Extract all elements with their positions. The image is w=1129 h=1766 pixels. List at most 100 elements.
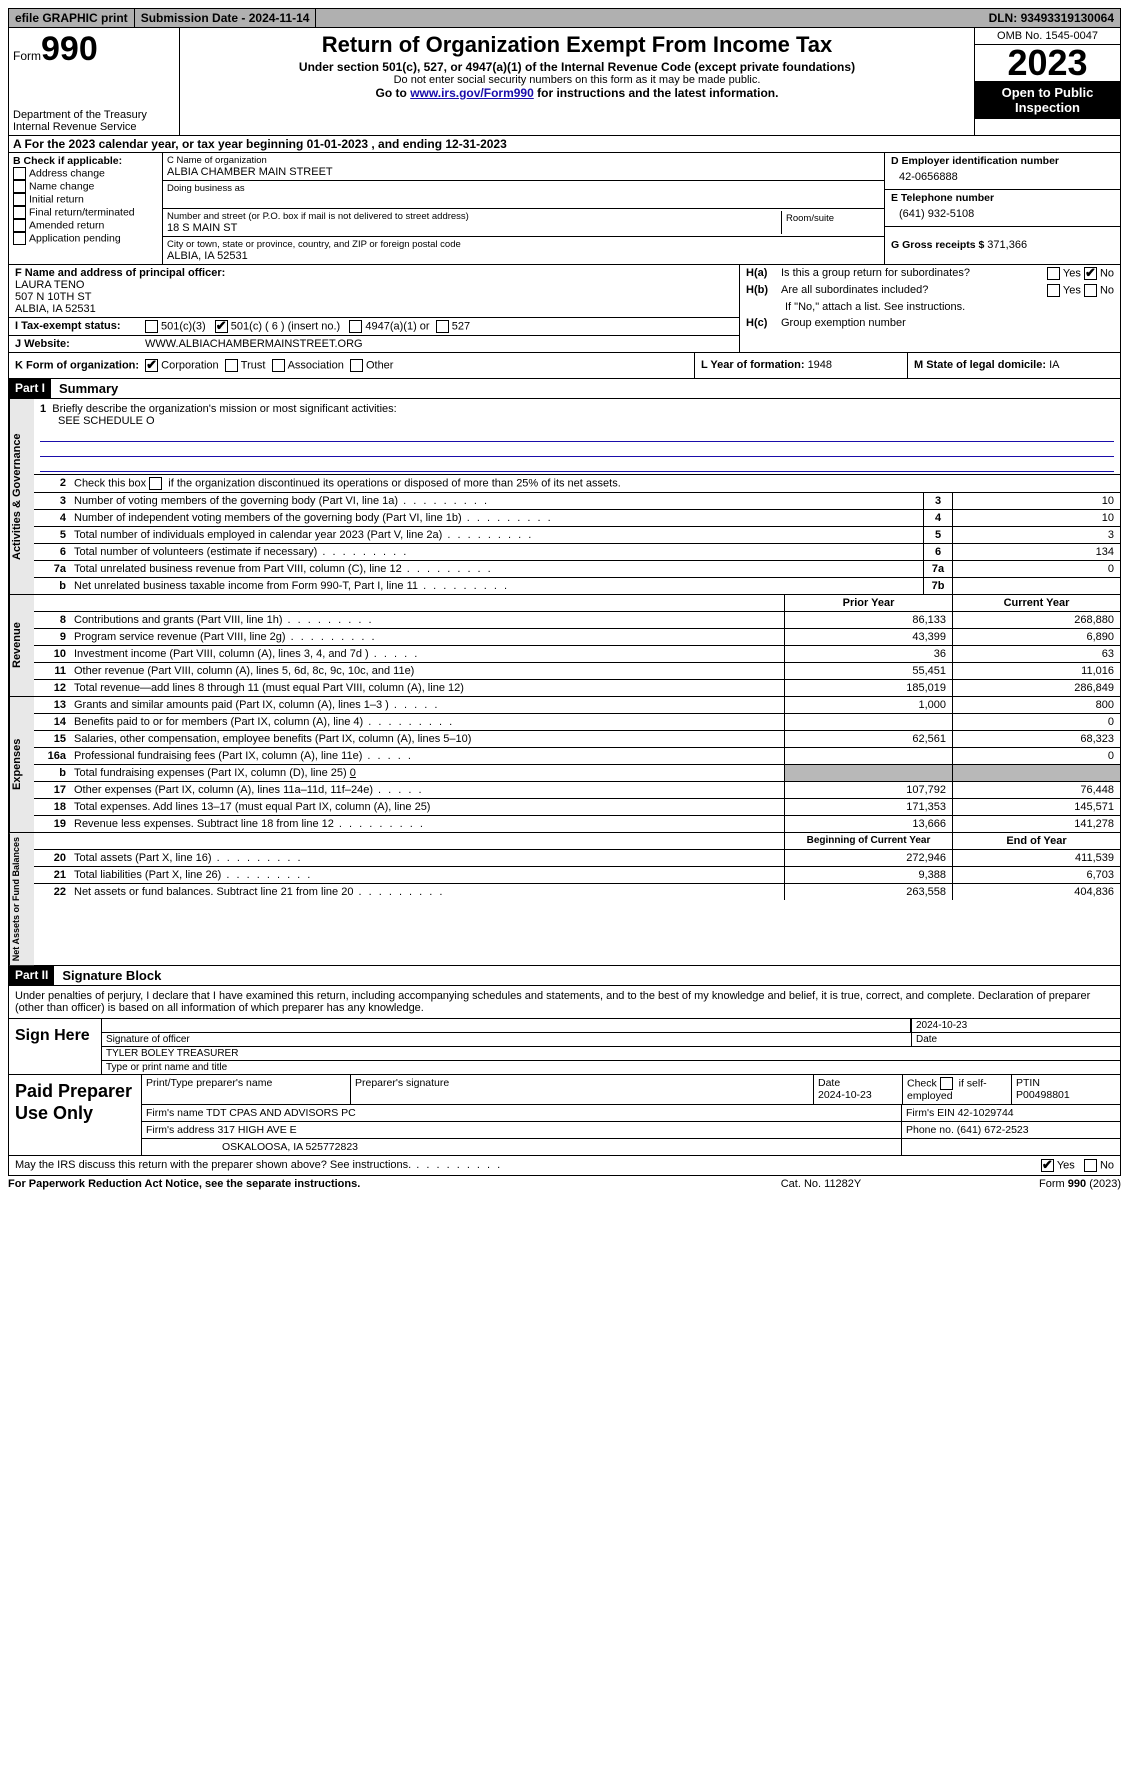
val-line9-prior: 43,399 — [784, 629, 952, 645]
row-hb-note: If "No," attach a list. See instructions… — [740, 299, 1120, 315]
val-line10-current: 63 — [952, 646, 1120, 662]
mission-text: SEE SCHEDULE O — [40, 415, 1114, 427]
sig-date: 2024-10-23 — [911, 1019, 1120, 1032]
checkbox-name-change[interactable] — [13, 180, 26, 193]
checkbox-527[interactable] — [436, 320, 449, 333]
efile-print[interactable]: efile GRAPHIC print — [9, 9, 135, 27]
row-i-tax-exempt: I Tax-exempt status: 501(c)(3) 501(c) ( … — [9, 318, 739, 336]
website-value: WWW.ALBIACHAMBERMAINSTREET.ORG — [145, 338, 363, 350]
row-ha: H(a) Is this a group return for subordin… — [740, 265, 1120, 282]
ein: 42-0656888 — [891, 167, 1114, 187]
checkbox-discuss-no[interactable] — [1084, 1159, 1097, 1172]
val-line6: 134 — [952, 544, 1120, 560]
val-line17-current: 76,448 — [952, 782, 1120, 798]
checkbox-ha-no[interactable] — [1084, 267, 1097, 280]
val-line14-prior — [784, 714, 952, 730]
val-line13-prior: 1,000 — [784, 697, 952, 713]
firm-phone: (641) 672-2523 — [957, 1124, 1029, 1136]
state-domicile: IA — [1049, 359, 1059, 371]
val-line5: 3 — [952, 527, 1120, 543]
firm-ein: 42-1029744 — [958, 1107, 1014, 1119]
paid-preparer-block: Paid Preparer Use Only Print/Type prepar… — [8, 1075, 1121, 1156]
summary-net-assets: Net Assets or Fund Balances Beginning of… — [8, 833, 1121, 966]
sign-here-block: Sign Here 2024-10-23 Signature of office… — [8, 1019, 1121, 1075]
val-line13-current: 800 — [952, 697, 1120, 713]
subtitle-3: Go to www.irs.gov/Form990 for instructio… — [184, 86, 970, 100]
dln: DLN: 93493319130064 — [983, 9, 1120, 27]
checkbox-association[interactable] — [272, 359, 285, 372]
val-line17-prior: 107,792 — [784, 782, 952, 798]
part-ii-header: Part II Signature Block — [8, 966, 1121, 986]
val-line9-current: 6,890 — [952, 629, 1120, 645]
dept-treasury: Department of the Treasury — [13, 109, 173, 121]
room-suite-label: Room/suite — [782, 211, 880, 234]
val-line10-prior: 36 — [784, 646, 952, 662]
preparer-date: 2024-10-23 — [818, 1089, 872, 1101]
val-line12-current: 286,849 — [952, 680, 1120, 696]
val-line21-end: 6,703 — [952, 867, 1120, 883]
val-line16a-current: 0 — [952, 748, 1120, 764]
val-line14-current: 0 — [952, 714, 1120, 730]
signature-intro: Under penalties of perjury, I declare th… — [8, 986, 1121, 1019]
checkbox-discontinued[interactable] — [149, 477, 162, 490]
row-j-website: J Website: WWW.ALBIACHAMBERMAINSTREET.OR… — [9, 336, 739, 352]
checkbox-discuss-yes[interactable] — [1041, 1159, 1054, 1172]
footer-form-ref: Form 990 (2023) — [921, 1178, 1121, 1190]
principal-officer: F Name and address of principal officer:… — [9, 265, 739, 318]
org-city: ALBIA, IA 52531 — [167, 250, 880, 262]
row-hb: H(b) Are all subordinates included? Yes … — [740, 282, 1120, 299]
top-bar: efile GRAPHIC print Submission Date - 20… — [8, 8, 1121, 28]
val-line18-prior: 171,353 — [784, 799, 952, 815]
checkbox-amended-return[interactable] — [13, 219, 26, 232]
checkbox-501c3[interactable] — [145, 320, 158, 333]
checkbox-address-change[interactable] — [13, 167, 26, 180]
firm-address-2: OSKALOOSA, IA 525772823 — [142, 1139, 902, 1155]
val-line7a: 0 — [952, 561, 1120, 577]
checkbox-final-return[interactable] — [13, 206, 26, 219]
val-line20-end: 411,539 — [952, 850, 1120, 866]
footer-notice: For Paperwork Reduction Act Notice, see … — [8, 1178, 721, 1190]
org-name: ALBIA CHAMBER MAIN STREET — [167, 166, 880, 178]
col-d-numbers: D Employer identification number 42-0656… — [885, 153, 1120, 264]
footer-cat-no: Cat. No. 11282Y — [721, 1178, 921, 1190]
val-line8-current: 268,880 — [952, 612, 1120, 628]
checkbox-501c[interactable] — [215, 320, 228, 333]
checkbox-corporation[interactable] — [145, 359, 158, 372]
checkbox-self-employed[interactable] — [940, 1077, 953, 1090]
sign-here-label: Sign Here — [9, 1019, 102, 1074]
row-k: K Form of organization: Corporation Trus… — [8, 353, 1121, 379]
firm-address-1: 317 HIGH AVE E — [217, 1124, 296, 1136]
paid-preparer-label: Paid Preparer Use Only — [9, 1075, 142, 1155]
val-line22-end: 404,836 — [952, 884, 1120, 900]
val-line18-current: 145,571 — [952, 799, 1120, 815]
summary-governance: Activities & Governance 1 Briefly descri… — [8, 399, 1121, 595]
year-formation: 1948 — [808, 359, 832, 371]
subtitle-2: Do not enter social security numbers on … — [184, 74, 970, 86]
side-label-revenue: Revenue — [9, 595, 34, 696]
irs-link[interactable]: www.irs.gov/Form990 — [410, 86, 534, 100]
checkbox-hb-no[interactable] — [1084, 284, 1097, 297]
val-line16b-fundraising: 0 — [350, 767, 356, 779]
col-c-org-info: C Name of organization ALBIA CHAMBER MAI… — [163, 153, 885, 264]
officer-name: TYLER BOLEY TREASURER — [102, 1047, 1120, 1060]
open-public-badge: Open to Public Inspection — [975, 81, 1120, 119]
header: Form990 Department of the Treasury Inter… — [8, 28, 1121, 136]
checkbox-ha-yes[interactable] — [1047, 267, 1060, 280]
checkbox-hb-yes[interactable] — [1047, 284, 1060, 297]
discuss-row: May the IRS discuss this return with the… — [8, 1156, 1121, 1176]
address-block: B Check if applicable: Address change Na… — [8, 153, 1121, 265]
form-number: 990 — [41, 30, 98, 68]
checkbox-4947a1[interactable] — [349, 320, 362, 333]
checkbox-application-pending[interactable] — [13, 232, 26, 245]
checkbox-trust[interactable] — [225, 359, 238, 372]
val-line4: 10 — [952, 510, 1120, 526]
subtitle-1: Under section 501(c), 527, or 4947(a)(1)… — [184, 60, 970, 74]
summary-expenses: Expenses 13Grants and similar amounts pa… — [8, 697, 1121, 833]
firm-name: TDT CPAS AND ADVISORS PC — [206, 1107, 356, 1119]
checkbox-initial-return[interactable] — [13, 193, 26, 206]
gross-receipts: 371,366 — [987, 239, 1027, 251]
part-i-header: Part I Summary — [8, 379, 1121, 399]
val-line12-prior: 185,019 — [784, 680, 952, 696]
checkbox-other[interactable] — [350, 359, 363, 372]
val-line8-prior: 86,133 — [784, 612, 952, 628]
